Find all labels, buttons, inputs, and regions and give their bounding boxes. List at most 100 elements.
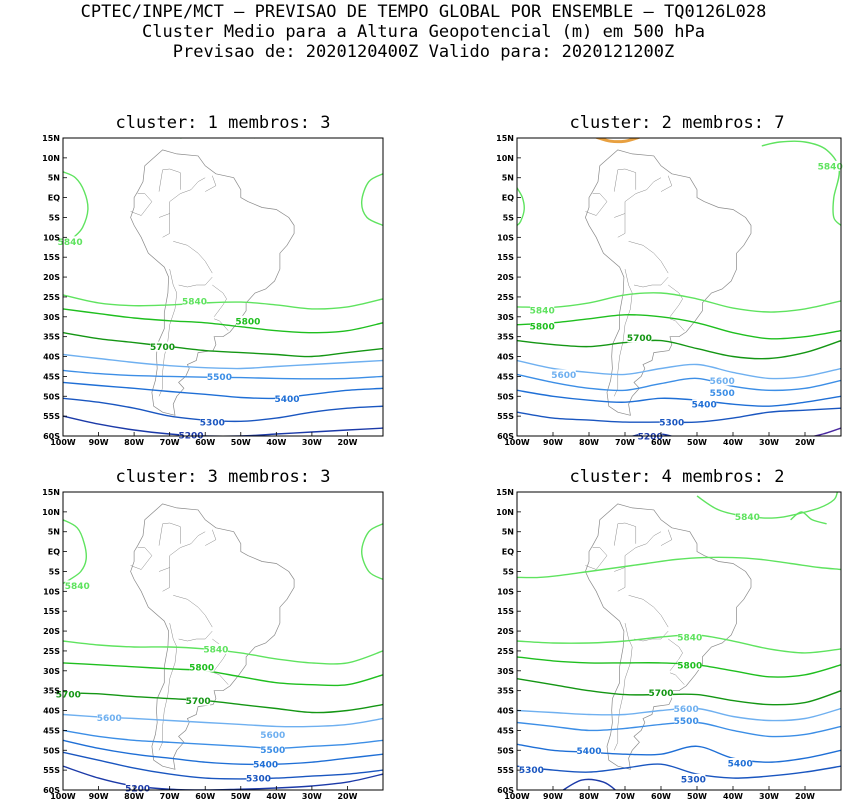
country-border <box>635 531 662 548</box>
contour-label-5840: 5840 <box>530 307 555 317</box>
coastline <box>585 503 752 770</box>
map-frame <box>516 491 842 791</box>
contour-5500 <box>517 373 841 392</box>
y-tick-label: 45S <box>497 726 514 735</box>
header-line-1: CPTEC/INPE/MCT – PREVISAO DE TEMPO GLOBA… <box>80 2 767 22</box>
x-tick-label: 30W <box>302 438 322 447</box>
y-tick-label: 55S <box>497 412 514 421</box>
country-border <box>158 168 181 192</box>
y-tick-label: EQ <box>502 548 514 557</box>
country-border <box>613 269 633 397</box>
y-tick-label: 25S <box>43 647 60 656</box>
x-tick-label: 20W <box>795 438 815 447</box>
contour-label-bg <box>674 715 699 726</box>
country-border <box>173 595 213 628</box>
y-tick-label: 30S <box>43 667 60 676</box>
country-border <box>180 177 206 194</box>
contour-label-5800: 5800 <box>530 322 555 332</box>
contour-label-5400: 5400 <box>253 761 278 771</box>
y-tick-label: 5N <box>502 174 514 183</box>
x-tick-label: 40W <box>723 792 743 801</box>
y-tick-label: 15S <box>497 607 514 616</box>
y-tick-label: 30S <box>497 313 514 322</box>
x-tick-label: 100W <box>50 438 76 447</box>
contour-5840 <box>517 292 841 313</box>
y-tick-label: 15N <box>42 488 60 497</box>
x-tick-label: 100W <box>50 792 76 801</box>
contour-label-bg <box>179 430 203 441</box>
contour-label-bg <box>260 729 285 740</box>
header-line-3: Previsao de: 2020120400Z Valido para: 20… <box>172 42 675 62</box>
y-tick-label: 15S <box>43 253 60 262</box>
country-border <box>158 213 170 238</box>
country-border <box>669 318 685 331</box>
contour-5200 <box>562 778 617 790</box>
y-tick-label: 40S <box>497 353 514 362</box>
contour-label-5700: 5700 <box>627 334 652 344</box>
contour-5700 <box>63 692 383 714</box>
contour-label-bg <box>627 332 652 343</box>
contour-label-5700: 5700 <box>648 689 673 699</box>
contour-label-5300: 5300 <box>519 766 544 776</box>
x-tick-label: 80W <box>579 438 599 447</box>
country-border <box>633 276 669 288</box>
contour-label-5800: 5800 <box>235 317 260 327</box>
contour-label-5400: 5400 <box>274 395 299 405</box>
contour-5840 <box>790 511 827 525</box>
panel-title-cluster-4: cluster: 4 membros: 2 <box>569 467 785 487</box>
country-border <box>158 269 178 397</box>
contour-5840 <box>696 492 839 519</box>
contour-label-bg <box>659 417 684 428</box>
contour-label-5400: 5400 <box>728 759 753 769</box>
contour-label-bg <box>530 320 555 331</box>
contour-5700 <box>63 332 383 358</box>
y-tick-label: 10S <box>43 233 60 242</box>
contour-5500 <box>63 729 383 750</box>
y-tick-label: 5S <box>503 213 515 222</box>
contour-label-bg <box>207 371 232 382</box>
contour-label-bg <box>710 387 735 398</box>
contour-5840 <box>63 519 87 585</box>
y-tick-label: 5N <box>502 528 514 537</box>
country-border <box>158 623 178 751</box>
contour-label-bg <box>677 632 702 643</box>
country-border <box>669 672 685 685</box>
contour-label-5200: 5200 <box>638 433 663 443</box>
contour-label-bg <box>275 393 299 404</box>
x-tick-label: 90W <box>89 792 109 801</box>
y-tick-label: 35S <box>497 333 514 342</box>
country-border <box>585 193 608 216</box>
y-tick-label: 50S <box>497 392 514 401</box>
contour-label-bg <box>97 712 122 723</box>
x-tick-label: 70W <box>615 438 635 447</box>
contour-5200 <box>63 415 383 436</box>
contour-5400 <box>517 743 841 763</box>
x-tick-label: 70W <box>160 438 180 447</box>
x-tick-label: 60W <box>651 438 671 447</box>
contour-5840 <box>761 140 841 226</box>
contour-label-5700: 5700 <box>186 697 211 707</box>
x-tick-label: 100W <box>504 438 530 447</box>
country-border <box>628 595 669 628</box>
y-tick-label: 50S <box>43 392 60 401</box>
country-border <box>178 276 213 288</box>
contour-5900 <box>595 138 640 144</box>
y-tick-label: 55S <box>497 766 514 775</box>
contour-label-bg <box>677 659 702 670</box>
country-border <box>624 547 636 568</box>
y-tick-label: 10N <box>42 508 60 517</box>
x-tick-label: 60W <box>195 792 215 801</box>
x-tick-label: 40W <box>723 438 743 447</box>
country-border <box>635 177 662 194</box>
y-tick-label: 50S <box>43 746 60 755</box>
y-tick-label: 20S <box>497 627 514 636</box>
x-tick-label: 50W <box>231 438 251 447</box>
map-panel-2: 5840 5800 5700 5600 5600 5500 5400 5300 5200 5840… <box>496 134 843 447</box>
contour-5300 <box>517 763 841 779</box>
contour-label-bg <box>65 580 90 591</box>
country-border <box>613 522 637 546</box>
y-tick-label: 55S <box>43 412 60 421</box>
contour-label-5300: 5300 <box>200 419 225 429</box>
country-border <box>169 193 181 214</box>
